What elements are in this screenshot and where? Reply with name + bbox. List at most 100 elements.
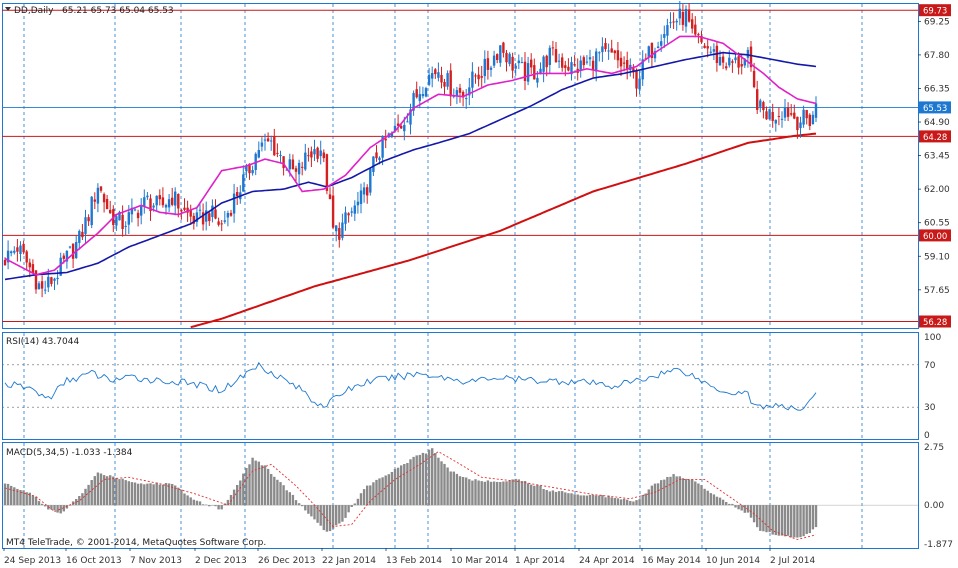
candle-body <box>687 9 691 22</box>
macd-bar <box>721 499 725 506</box>
candle-body <box>121 214 124 229</box>
candle-body <box>619 57 623 67</box>
macd-bar <box>19 490 22 506</box>
rsi-panel[interactable] <box>2 332 919 440</box>
macd-bar <box>248 464 251 506</box>
macd-bar <box>294 500 298 506</box>
candle-body <box>427 74 431 85</box>
candle-body <box>384 138 387 141</box>
candle-body <box>201 212 205 225</box>
candle-body <box>198 209 202 211</box>
macd-bar <box>725 502 728 506</box>
macd-bar <box>56 505 59 513</box>
candle-body <box>502 42 505 53</box>
macd-bar <box>304 505 307 511</box>
candle-body <box>691 19 694 29</box>
macd-bar <box>78 496 81 506</box>
copyright-footer: MT4 TeleTrade, © 2001-2014, MetaQuotes S… <box>6 538 266 548</box>
macd-bar <box>229 495 233 506</box>
candle-body <box>192 215 195 224</box>
macd-bar <box>301 505 304 507</box>
x-tick-label: 16 May 2014 <box>642 556 701 566</box>
candle-body <box>226 213 230 218</box>
macd-bar <box>372 482 375 506</box>
candle-body <box>273 136 276 156</box>
candle-body <box>260 142 264 147</box>
candle-body <box>489 67 493 70</box>
candle-body <box>279 155 282 156</box>
x-tick-label: 10 Jun 2014 <box>706 556 760 566</box>
macd-panel[interactable] <box>2 442 919 549</box>
macd-bar <box>421 452 425 506</box>
candle-body <box>542 56 545 72</box>
candle-body <box>678 8 681 19</box>
macd-signal-line <box>4 451 817 540</box>
macd-bar <box>728 503 731 506</box>
macd-bar <box>174 485 177 506</box>
macd-bar <box>288 492 291 506</box>
candle-body <box>638 78 641 90</box>
macd-bar <box>403 464 406 506</box>
candle-body <box>40 281 44 289</box>
candle-body <box>796 116 799 131</box>
rsi-y-tick-label: 70 <box>924 361 936 371</box>
macd-bar <box>10 485 13 506</box>
candle-body <box>378 157 381 160</box>
macd-bar <box>573 494 576 506</box>
candle-body <box>171 197 174 205</box>
macd-bar <box>759 505 762 531</box>
candle-body <box>706 46 709 49</box>
candle-body <box>718 57 722 66</box>
macd-bar <box>232 489 236 506</box>
candle-body <box>31 264 35 274</box>
candle-body <box>786 107 790 117</box>
price-panel[interactable] <box>2 3 919 329</box>
candle-body <box>236 192 239 197</box>
macd-bar <box>96 472 100 506</box>
candle-body <box>694 24 697 35</box>
macd-bar <box>505 481 508 506</box>
candle-body <box>737 56 740 68</box>
macd-bar <box>322 505 325 531</box>
macd-bar <box>112 476 115 506</box>
dropdown-triangle-icon[interactable] <box>5 7 11 11</box>
macd-label: MACD(5,34,5) -1.033 -1.384 <box>6 448 133 458</box>
candle-body <box>564 65 567 68</box>
macd-bar <box>273 476 276 506</box>
candle-body <box>158 195 161 200</box>
macd-bar <box>208 505 211 507</box>
macd-bar <box>121 478 124 506</box>
candle-body <box>152 205 155 208</box>
macd-bar <box>155 482 158 506</box>
candle-body <box>223 220 226 222</box>
macd-bar <box>90 480 93 506</box>
macd-bar <box>551 490 555 506</box>
candle-body <box>393 125 397 132</box>
macd-bar <box>499 482 502 506</box>
macd-bar <box>588 494 592 506</box>
candle-body <box>508 53 511 64</box>
macd-bar <box>47 505 50 510</box>
candle-body <box>331 195 335 228</box>
macd-bar <box>434 453 437 506</box>
macd-bar <box>687 479 691 506</box>
candle-body <box>588 57 592 60</box>
candle-body <box>746 49 750 58</box>
price-y-tick-label: 69.25 <box>924 17 950 27</box>
macd-bar <box>706 490 709 506</box>
candle-body <box>78 231 81 243</box>
candle-body <box>539 68 542 75</box>
candle-body <box>660 41 663 46</box>
macd-bar <box>418 454 421 506</box>
candle-body <box>335 225 338 232</box>
candle-body <box>756 89 759 110</box>
candle-body <box>105 199 109 210</box>
candle-body <box>805 110 808 119</box>
macd-bar <box>359 493 363 506</box>
macd-bar <box>319 505 322 526</box>
macd-bar <box>533 485 536 506</box>
macd-bar <box>740 505 743 511</box>
candle-body <box>703 45 706 48</box>
x-tick-label: 10 Mar 2014 <box>451 556 508 566</box>
